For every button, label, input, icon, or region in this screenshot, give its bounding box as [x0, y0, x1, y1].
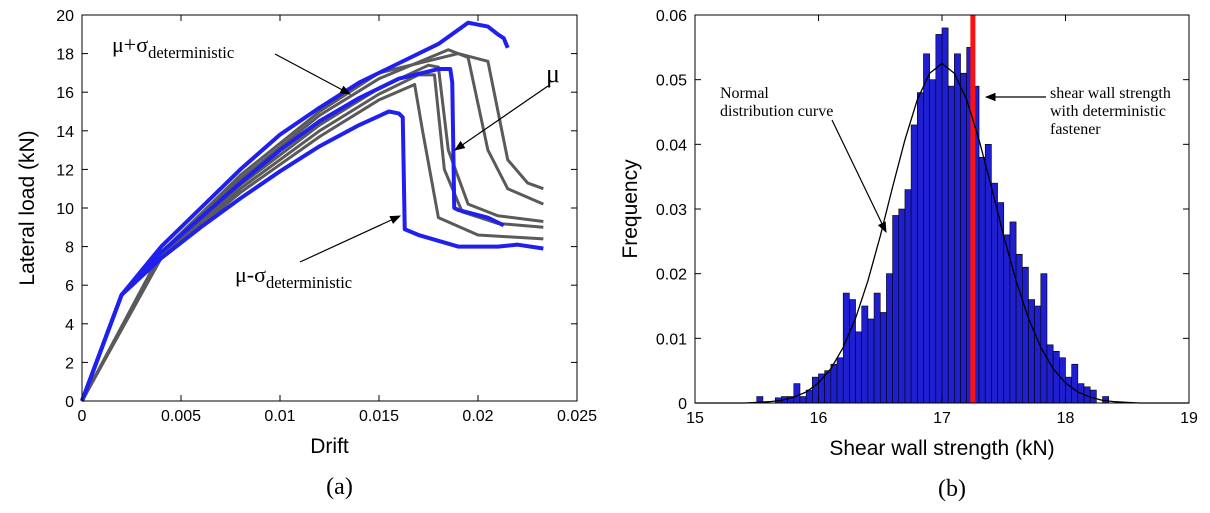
plot-frame — [694, 14, 1190, 404]
y-tick-label: 2 — [65, 355, 74, 372]
histogram-bar — [1009, 221, 1017, 404]
plot-frame — [81, 14, 578, 402]
x-tick-label: 16 — [810, 410, 828, 427]
histogram-bar — [1003, 234, 1011, 404]
histogram-bar — [1028, 299, 1035, 404]
x-axis-label: Drift — [310, 435, 349, 458]
annotation: μ+σ — [112, 32, 148, 57]
y-tick-label: 0.06 — [656, 8, 687, 25]
x-tick-label: 17 — [933, 410, 951, 427]
y-tick-label: 0 — [678, 396, 687, 413]
histogram-bar — [1040, 273, 1048, 404]
histogram-bar — [818, 373, 825, 404]
series-line — [80, 52, 544, 402]
y-axis-label: Lateral load (kN) — [16, 130, 39, 285]
histogram-bar — [873, 292, 881, 404]
annotation: Normal — [720, 85, 769, 102]
x-tick-label: 0 — [78, 408, 87, 425]
histogram-bar — [849, 299, 856, 404]
histogram-bar — [960, 72, 968, 404]
normal-curve — [695, 62, 1189, 404]
annotation: fastener — [1050, 121, 1101, 138]
y-tick-label: 8 — [65, 240, 74, 257]
x-tick-label: 0.005 — [161, 408, 201, 425]
histogram-bar — [947, 85, 955, 404]
caption: (b) — [938, 476, 966, 502]
x-axis-label: Shear wall strength (kN) — [829, 437, 1054, 460]
annotation: shear wall strength — [1050, 85, 1171, 102]
histogram-bar — [923, 53, 930, 404]
histogram-bar — [886, 273, 893, 404]
histogram-bar — [991, 182, 998, 404]
histogram-bar — [898, 208, 906, 404]
arrow — [831, 119, 887, 233]
histogram-bar — [1015, 253, 1023, 404]
annotation: distribution curve — [720, 103, 833, 120]
y-tick-label: 12 — [56, 162, 74, 179]
histogram-bar — [904, 189, 912, 404]
y-tick-label: 0.03 — [656, 202, 687, 219]
y-tick-label: 20 — [56, 8, 74, 25]
histogram-bar — [1102, 396, 1110, 404]
x-tick-label: 0.01 — [264, 408, 295, 425]
x-tick-label: 0.02 — [462, 408, 493, 425]
histogram-bar — [916, 92, 924, 404]
histogram-bar — [830, 363, 838, 404]
histogram-bar — [1034, 305, 1042, 404]
histogram-bar — [978, 156, 986, 404]
histogram-bar — [842, 292, 850, 404]
histogram-bar — [1071, 363, 1079, 404]
y-tick-label: 18 — [56, 47, 74, 64]
histogram-bar — [1089, 389, 1097, 404]
histogram-bar — [867, 318, 875, 404]
arrow — [299, 215, 401, 263]
y-tick-label: 10 — [56, 201, 74, 218]
x-tick-label: 18 — [1057, 410, 1075, 427]
y-axis-label: Frequency — [619, 159, 642, 259]
arrow — [274, 53, 351, 95]
y-tick-label: 4 — [65, 317, 74, 334]
x-tick-label: 0.025 — [557, 408, 597, 425]
y-tick-label: 16 — [56, 85, 74, 102]
histogram-bar — [793, 383, 801, 404]
y-tick-label: 0.04 — [656, 137, 687, 154]
series-line — [80, 109, 544, 402]
histogram-bar — [954, 53, 961, 404]
histogram-bar — [836, 357, 844, 404]
caption: (a) — [326, 474, 353, 500]
y-tick-label: 0 — [65, 394, 74, 411]
annotation: μ-σ — [235, 262, 266, 287]
series-line — [80, 67, 505, 402]
x-tick-label: 15 — [686, 410, 704, 427]
y-tick-label: 6 — [65, 278, 74, 295]
histogram-bar — [1065, 376, 1072, 404]
histogram-bar — [910, 124, 918, 404]
histogram-bar — [1021, 266, 1029, 404]
arrow — [454, 85, 549, 151]
histogram-bar — [861, 305, 869, 404]
x-tick-label: 19 — [1180, 410, 1198, 427]
histogram-bar — [941, 27, 949, 404]
annotation: with deterministic — [1050, 103, 1166, 120]
annotation-subscript: deterministic — [266, 273, 352, 292]
y-tick-label: 0.02 — [656, 267, 687, 284]
annotation-subscript: deterministic — [148, 43, 234, 62]
histogram-bar — [879, 312, 887, 404]
y-tick-label: 0.05 — [656, 73, 687, 90]
histogram-bar — [1046, 344, 1054, 404]
series-line — [80, 48, 544, 402]
histogram-bar — [929, 79, 937, 404]
y-tick-label: 14 — [56, 124, 74, 141]
histogram-bar — [855, 331, 863, 404]
series-line — [80, 20, 510, 402]
y-tick-label: 0.01 — [656, 331, 687, 348]
histogram-bar — [812, 376, 819, 404]
x-tick-label: 0.015 — [359, 408, 399, 425]
histogram-bar — [1052, 350, 1060, 404]
annotation: μ — [546, 59, 560, 88]
histogram-bar — [892, 215, 900, 404]
histogram-bar — [799, 396, 807, 404]
histogram-bar — [935, 34, 943, 404]
